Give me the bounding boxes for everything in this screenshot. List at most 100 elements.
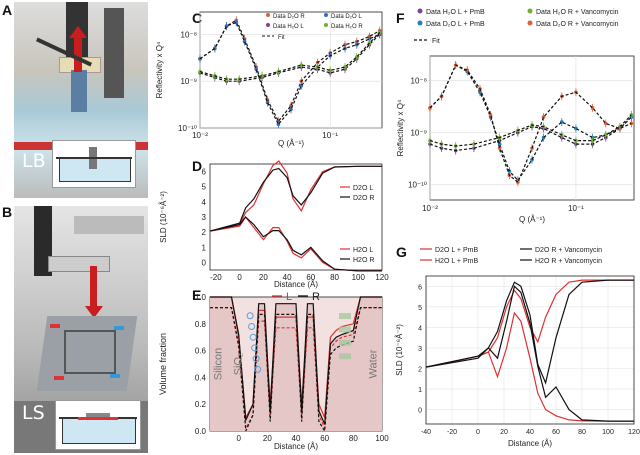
x-tick-label-d-7: 120 — [375, 273, 389, 282]
x-tick-label-g-2: 0 — [476, 429, 480, 436]
data-point-f-3-6 — [497, 146, 502, 150]
y-tick-label-g-4: 4 — [418, 325, 422, 332]
legend-marker-c-0 — [266, 13, 270, 17]
x-tick-label-g-7: 100 — [602, 429, 614, 436]
legend-label-e-1: R — [312, 291, 320, 303]
data-point-f-2-3 — [472, 142, 476, 146]
legend-marker-c-2 — [324, 13, 328, 17]
data-point-c-3-6 — [299, 63, 304, 67]
x-tick-label-g-3: 20 — [500, 429, 508, 436]
y-tick-label-d-1: 1 — [202, 243, 207, 252]
panel-a: A LB — [0, 0, 150, 200]
legend-marker-f-3 — [527, 20, 533, 26]
x-tick-label-d-3: 40 — [283, 273, 292, 282]
panel-b: B LS — [0, 204, 150, 455]
x-tick-label-f-1: 10⁻¹ — [568, 204, 584, 213]
panel-label-a: A — [2, 2, 13, 18]
lipid-head-icon-4 — [252, 355, 260, 363]
x-tick-label-g-0: -40 — [421, 429, 431, 436]
sld-curve-d-3 — [209, 216, 382, 272]
x-tick-label-e-0: 0 — [236, 434, 241, 443]
x-axis-label-d: Distance (Å) — [274, 280, 318, 289]
fit-line-f-3 — [429, 64, 632, 184]
panel-label-e: E — [192, 287, 202, 303]
y-tick-label-e-3: 0.6 — [195, 347, 207, 356]
x-tick-label-d-5: 80 — [330, 273, 339, 282]
chart-f: 10⁻⁸ 10⁻⁹ 10⁻¹⁰ 10⁻² 10⁻¹ Q (Å⁻¹) Reflectivity… — [396, 8, 635, 224]
sld-curve-g-0 — [425, 279, 634, 368]
y-axis-label-e: Volume fraction — [158, 333, 168, 395]
x-tick-label-d-2: 20 — [259, 273, 268, 282]
panel-label-c: C — [192, 10, 203, 26]
y-axis-label-d: SLD (10⁻⁶Å⁻²) — [159, 191, 168, 243]
y-tick-label-f-1: 10⁻⁹ — [410, 129, 427, 138]
axes-frame-d — [209, 163, 383, 271]
x-tick-label-d-1: 0 — [237, 273, 242, 282]
x-tick-label-e-1: 20 — [263, 434, 272, 443]
legend-label-d-2: H2O L — [353, 247, 373, 254]
y-tick-label-e-0: 0.0 — [195, 427, 207, 436]
legend-label-c-1: Data H₂O L — [273, 24, 304, 30]
y-tick-label-d-6: 6 — [202, 168, 207, 177]
x-tick-label-f-0: 10⁻² — [422, 204, 438, 213]
y-tick-label-g-2: 2 — [418, 367, 422, 374]
sld-curve-g-3 — [425, 285, 634, 422]
down-arrow-icon — [90, 266, 97, 308]
axes-frame-g — [425, 275, 635, 425]
y-tick-label-e-1: 0.2 — [195, 400, 207, 409]
x-tick-label-e-5: 100 — [375, 434, 389, 443]
legend-label-d-0: D2O L — [353, 185, 373, 192]
legend-marker-c-1 — [266, 23, 270, 27]
lipid-head-icon-1 — [248, 322, 256, 330]
chart-g: 0 1 2 3 4 5 6 -40 -20 0 20 40 60 80 100 120 Distance (Å)… — [395, 247, 640, 448]
legend-label-f-fit: Fit — [432, 38, 440, 45]
y-tick-label-d-0: 0 — [202, 258, 207, 267]
legend-label-f-3: Data D₂O R + Vancomycin — [536, 21, 619, 28]
region-label-sio2: SiO₂ — [233, 353, 245, 376]
y-tick-label-d-3: 3 — [202, 213, 207, 222]
sld-curve-d-1 — [209, 165, 382, 232]
x-tick-label-g-6: 80 — [578, 429, 586, 436]
peptide-icon-2 — [339, 339, 351, 346]
x-tick-label-d-6: 100 — [352, 273, 366, 282]
y-axis-label-f: Reflectivity x Q⁴ — [396, 99, 405, 156]
x-axis-label-f: Q (Å⁻¹) — [519, 215, 545, 224]
legend-label-d-3: H2O R — [353, 257, 374, 264]
y-tick-label-e-2: 0.4 — [195, 373, 207, 382]
y-tick-label-c-0: 10⁻⁸ — [181, 30, 198, 39]
peptide-icon-3 — [339, 353, 351, 360]
y-tick-label-d-4: 4 — [202, 198, 207, 207]
panel-label-f: F — [396, 10, 405, 26]
peptide-icon-1 — [339, 326, 351, 333]
fit-line-c-2 — [199, 33, 381, 82]
x-axis-label-e: Distance (Å) — [274, 442, 318, 451]
y-tick-label-e-4: 0.8 — [195, 320, 207, 329]
legend-label-d-1: D2O R — [353, 195, 374, 202]
legend-label-f-2: Data H₂O R + Vancomycin — [536, 9, 619, 16]
y-tick-label-g-1: 1 — [418, 387, 422, 394]
panel-label-g: G — [396, 244, 407, 260]
ls-schematic — [55, 400, 141, 450]
legend-marker-f-2 — [527, 8, 533, 14]
volume-fill-e — [210, 297, 382, 431]
chart-e: 0.0 0.2 0.4 0.6 0.8 1.0 0 20 40 60 80 100 Silicon SiO… — [158, 291, 389, 451]
y-tick-label-c-1: 10⁻⁹ — [180, 77, 197, 86]
x-tick-label-g-1: -20 — [447, 429, 457, 436]
legend-label-c-2: Data D₂O L — [331, 14, 362, 20]
legend-marker-c-3 — [324, 23, 328, 27]
legend-label-c-fit: Fit — [278, 35, 285, 41]
x-tick-label-c-0: 10⁻² — [192, 131, 208, 140]
x-tick-label-d-4: 60 — [306, 273, 315, 282]
x-axis-label-g: Distance (Å) — [508, 439, 552, 448]
lb-label: LB — [22, 150, 46, 172]
y-tick-label-g-0: 0 — [418, 408, 422, 415]
y-tick-label-g-5: 5 — [418, 305, 422, 312]
legend-label-g-1: H2O L + PmB — [435, 258, 478, 265]
x-tick-label-g-5: 60 — [552, 429, 560, 436]
y-tick-label-g-6: 6 — [418, 284, 422, 291]
panel-e: E 0.0 0.2 0.4 0.6 0.8 1.0 0 20 40 60 80 100 Silicon S… — [150, 285, 390, 455]
x-tick-label-d-0: -20 — [210, 273, 222, 282]
panel-g: G 0 1 2 3 4 5 6 -40 -20 0 20 40 60 80 100 120 Distance (… — [390, 240, 640, 455]
